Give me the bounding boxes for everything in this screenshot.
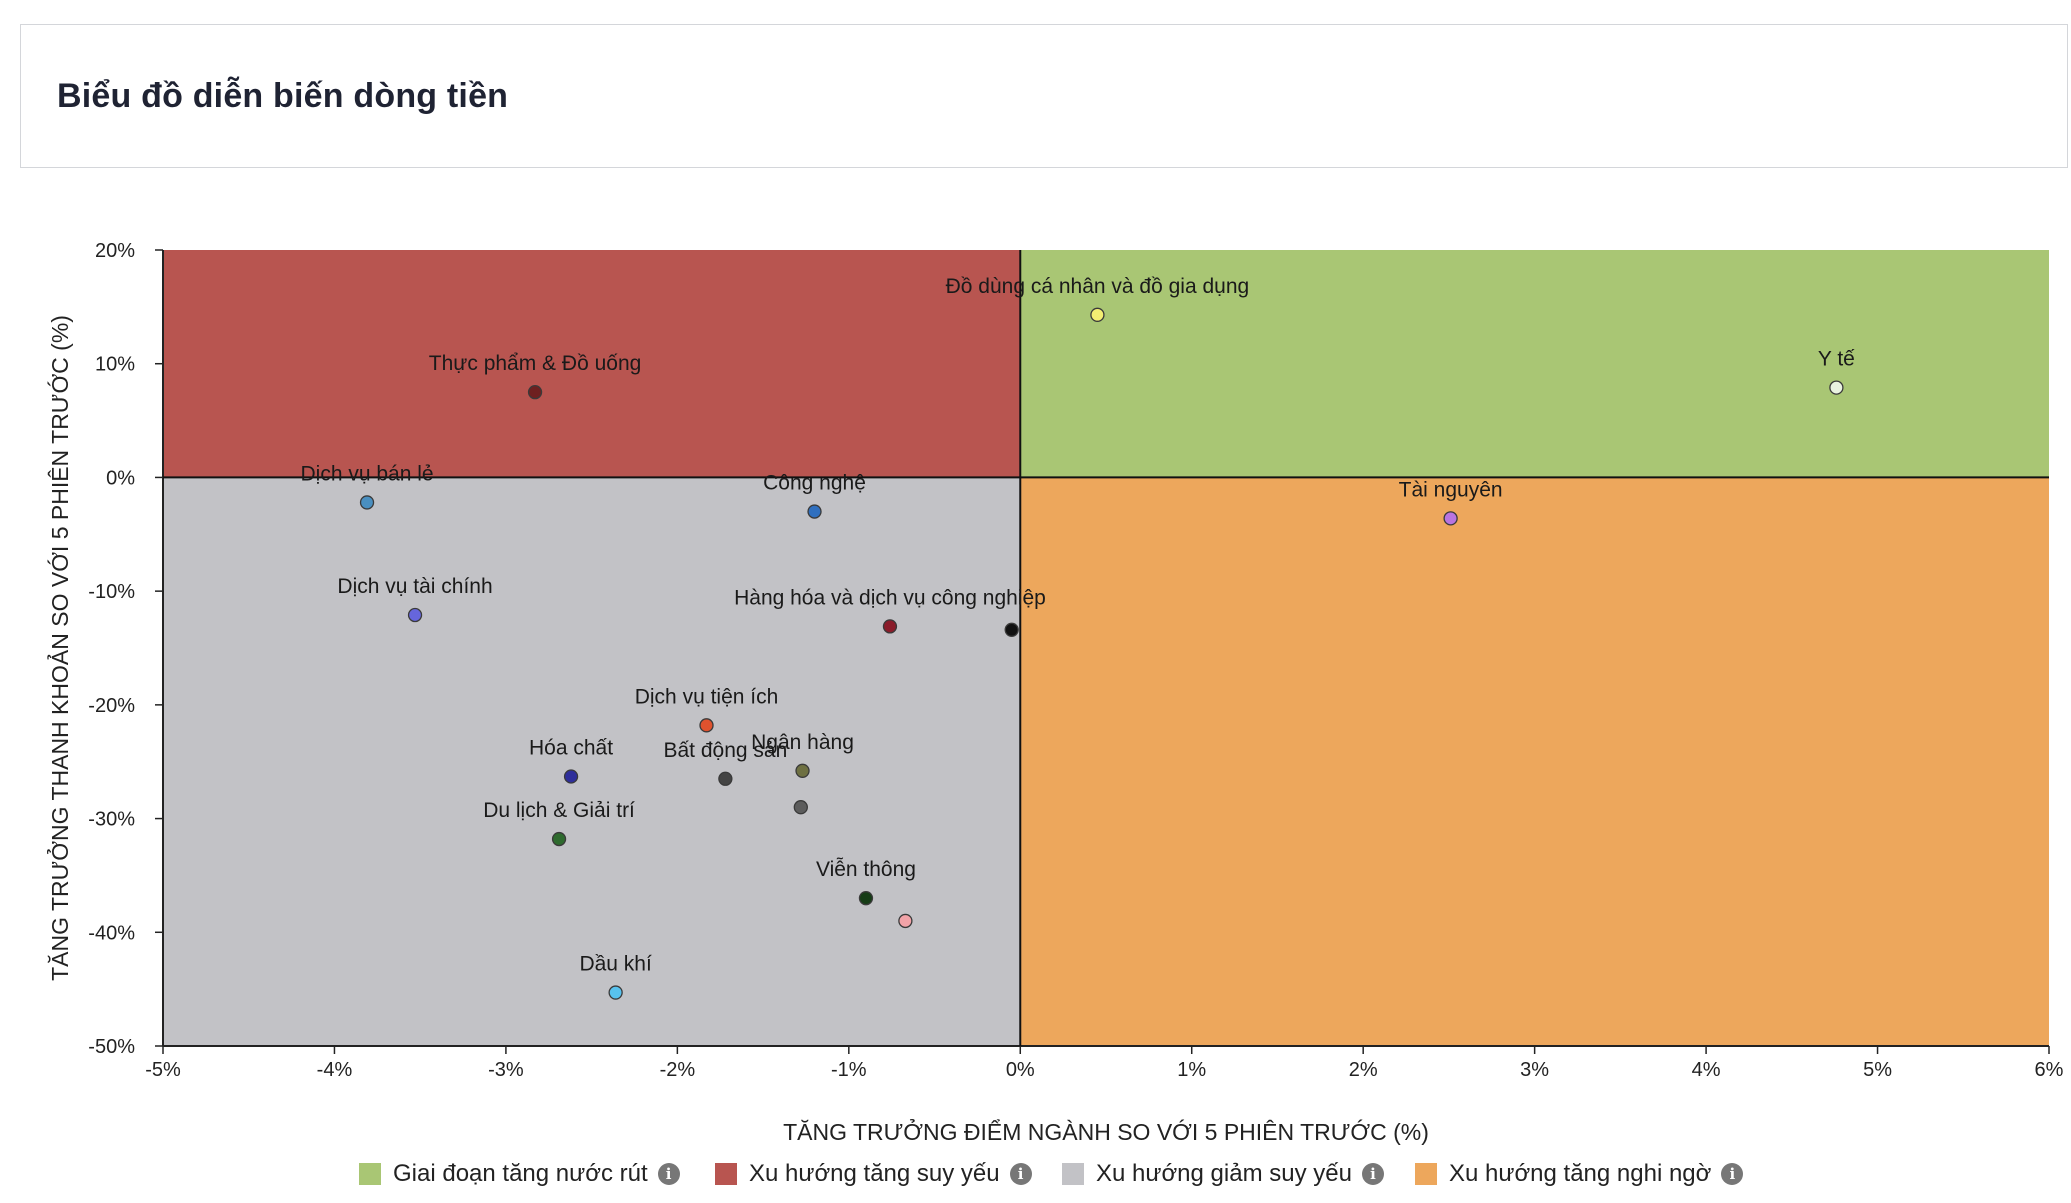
info-icon[interactable]: i	[1361, 1163, 1384, 1185]
info-icon[interactable]: i	[657, 1163, 680, 1185]
x-tick-label: -2%	[660, 1059, 696, 1081]
x-tick-label: -3%	[488, 1059, 524, 1081]
legend-label: Xu hướng tăng nghi ngờ	[1449, 1160, 1712, 1187]
x-axis-label: TĂNG TRƯỞNG ĐIỂM NGÀNH SO VỚI 5 PHIÊN TR…	[783, 1117, 1429, 1145]
y-tick-label: 20%	[95, 240, 135, 262]
data-label: Ngân hàng	[751, 731, 854, 754]
data-point	[527, 384, 543, 400]
data-point	[608, 985, 623, 1000]
legend-swatch	[359, 1163, 381, 1185]
x-tick-label: 4%	[1692, 1059, 1721, 1081]
data-label: Thực phẩm & Đồ uống	[429, 352, 642, 375]
legend-item-giam-suy-yeu[interactable]: Xu hướng giảm suy yếu i	[1062, 1160, 1384, 1188]
data-point	[359, 495, 375, 510]
data-label: Dầu khí	[579, 953, 652, 976]
cashflow-scatter-chart: -5% -4% -3% -2% -1% 0% 1% 2% 3% 4% 5% 6% 20% 10% 0% -10…	[45, 240, 2064, 1145]
data-label: Du lịch & Giải trí	[483, 799, 635, 822]
y-tick-label: -30%	[88, 809, 135, 831]
x-tick-label: -1%	[831, 1059, 867, 1081]
x-tick-label: 0%	[1006, 1059, 1035, 1081]
data-point	[563, 769, 579, 784]
y-tick-label: -50%	[88, 1036, 135, 1058]
legend-item-tang-nuoc-rut[interactable]: Giai đoạn tăng nước rút i	[359, 1160, 680, 1188]
y-tick-label: -20%	[88, 695, 135, 717]
data-point	[882, 619, 898, 634]
x-tick-label: -4%	[317, 1059, 353, 1081]
y-tick-label: 10%	[95, 354, 135, 376]
data-label: Bất động sản	[663, 739, 787, 762]
y-tick-label: 0%	[106, 467, 135, 489]
data-point	[793, 800, 808, 815]
data-point	[699, 718, 714, 733]
quadrant-bottom-left	[163, 477, 1021, 1046]
info-icon[interactable]: i	[1009, 1163, 1032, 1185]
x-tick-label: 2%	[1349, 1059, 1378, 1081]
legend-label: Xu hướng tăng suy yếu	[749, 1160, 1000, 1187]
data-point	[551, 831, 567, 847]
legend-label: Xu hướng giảm suy yếu	[1096, 1160, 1352, 1187]
data-label: Tài nguyên	[1399, 478, 1503, 501]
data-label: Dịch vụ bán lẻ	[300, 462, 433, 485]
chart-legend: Giai đoạn tăng nước rút i Xu hướng tăng …	[0, 1160, 2071, 1196]
legend-item-tang-nghi-ngo[interactable]: Xu hướng tăng nghi ngờ i	[1415, 1160, 1744, 1188]
data-label: Đồ dùng cá nhân và đồ gia dụng	[946, 275, 1250, 298]
data-point	[1004, 622, 1019, 637]
legend-swatch	[1062, 1163, 1084, 1185]
y-tick-label: -10%	[88, 581, 135, 603]
data-point	[1443, 511, 1458, 526]
chart-header: Biểu đồ diễn biến dòng tiền	[20, 24, 2068, 168]
data-point	[807, 504, 822, 519]
quadrant-top-left	[163, 250, 1021, 478]
data-point	[795, 763, 810, 778]
x-tick-label: 5%	[1863, 1059, 1892, 1081]
page-title: Biểu đồ diễn biến dòng tiền	[57, 77, 509, 115]
x-tick-label: 6%	[2035, 1059, 2064, 1081]
legend-swatch	[715, 1163, 737, 1185]
x-tick-label: 1%	[1177, 1059, 1206, 1081]
quadrant-top-right	[1020, 250, 2049, 478]
data-point	[1090, 307, 1105, 322]
legend-item-tang-suy-yeu[interactable]: Xu hướng tăng suy yếu i	[715, 1160, 1032, 1188]
quadrant-bottom-right	[1020, 477, 2049, 1046]
data-point	[718, 771, 733, 786]
x-tick-label: 3%	[1520, 1059, 1549, 1081]
data-point	[407, 607, 423, 623]
data-label: Viễn thông	[816, 858, 916, 881]
y-tick-label: -40%	[88, 922, 135, 944]
data-point	[1829, 380, 1844, 395]
info-icon[interactable]: i	[1721, 1163, 1744, 1185]
data-label: Hàng hóa và dịch vụ công nghiệp	[734, 586, 1046, 609]
legend-swatch	[1415, 1163, 1437, 1185]
y-axis-label: TĂNG TRƯỞNG THANH KHOẢN SO VỚI 5 PHIÊN T…	[45, 315, 73, 981]
data-point	[898, 913, 913, 929]
data-label: Công nghệ	[763, 472, 866, 495]
legend-label: Giai đoạn tăng nước rút	[393, 1160, 648, 1187]
data-label: Hóa chất	[529, 736, 613, 759]
data-label: Y tế	[1818, 348, 1855, 371]
data-point	[858, 891, 874, 906]
x-tick-label: -5%	[145, 1059, 181, 1081]
data-label: Dịch vụ tiện ích	[635, 685, 779, 708]
data-label: Dịch vụ tài chính	[337, 575, 492, 598]
